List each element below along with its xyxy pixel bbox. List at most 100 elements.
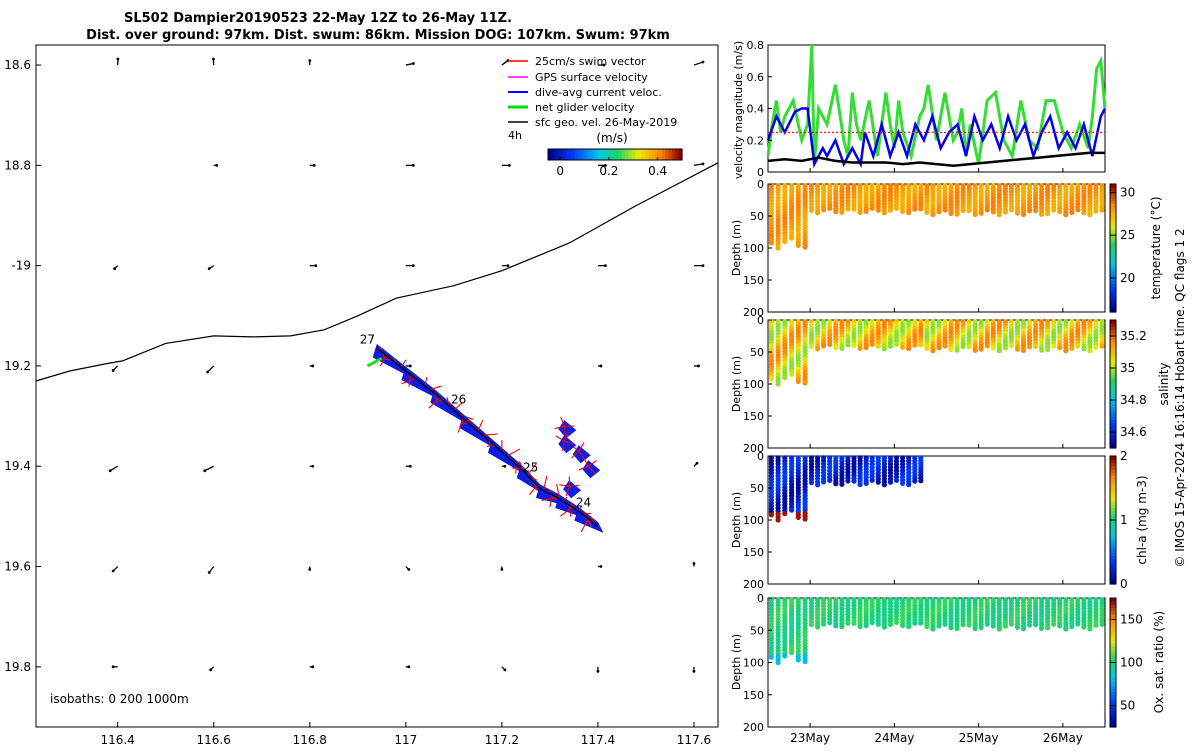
section-dot bbox=[870, 620, 875, 625]
map-y-tick-label: 19.4 bbox=[4, 459, 31, 473]
section-dot bbox=[1075, 621, 1080, 626]
section-dot bbox=[827, 478, 832, 483]
section-colorbar-tick-label: 34.8 bbox=[1120, 393, 1147, 407]
map-x-tick-label: 117.4 bbox=[581, 733, 615, 747]
section-y-tick-label: 200 bbox=[743, 721, 764, 734]
section-colorbar-tick-label: 50 bbox=[1120, 699, 1135, 713]
geo-vector-head bbox=[112, 369, 115, 372]
section-dot bbox=[827, 620, 832, 625]
section-dot bbox=[1045, 347, 1050, 352]
section-y-tick-label: 0 bbox=[757, 178, 764, 191]
geo-vector-head bbox=[209, 668, 212, 671]
geo-vector-head bbox=[308, 568, 311, 571]
section-dot bbox=[1069, 624, 1074, 629]
section-dot bbox=[809, 208, 814, 213]
day-label: 24 bbox=[576, 495, 591, 509]
legend-scale-label: 4h bbox=[508, 129, 522, 142]
section-dot bbox=[1003, 624, 1008, 629]
section-dot bbox=[918, 342, 923, 347]
section-dot bbox=[1057, 623, 1062, 628]
velocity-y-tick-label: 0.2 bbox=[747, 134, 765, 147]
geo-vector-head bbox=[311, 365, 314, 368]
section-y-tick-label: 100 bbox=[743, 378, 764, 391]
section-colorbar-swatch bbox=[1110, 184, 1116, 188]
geo-vector-head bbox=[313, 164, 316, 167]
section-dot bbox=[1075, 207, 1080, 212]
section-dot bbox=[888, 208, 893, 213]
section-colorbar-tick-label: 1 bbox=[1120, 513, 1128, 527]
section-dot bbox=[1063, 626, 1068, 631]
time-tick-label: 26May bbox=[1043, 731, 1083, 745]
section-dot bbox=[948, 347, 953, 352]
section-dot bbox=[1033, 622, 1038, 627]
section-dot bbox=[924, 346, 929, 351]
section-colorbar-tick-label: 2 bbox=[1120, 449, 1128, 463]
section-dot bbox=[864, 623, 869, 628]
section-dot bbox=[894, 620, 899, 625]
section-colorbar-tick-label: 30 bbox=[1120, 186, 1135, 200]
section-dot bbox=[1069, 346, 1074, 351]
map-y-tick-label: 19.6 bbox=[4, 560, 31, 574]
section-dot bbox=[1033, 344, 1038, 349]
section-dot bbox=[961, 622, 966, 627]
geo-vector-head bbox=[412, 62, 415, 65]
section-dot bbox=[1033, 208, 1038, 213]
geo-vector-head bbox=[604, 264, 607, 267]
geo-vector-head bbox=[693, 670, 696, 673]
section-dot bbox=[1015, 211, 1020, 216]
section-dot bbox=[839, 482, 844, 487]
geo-vector-head bbox=[500, 568, 503, 571]
section-dot bbox=[803, 244, 808, 249]
section-dot bbox=[1099, 344, 1104, 349]
legend-net-label: net glider velocity bbox=[535, 101, 635, 114]
section-dot bbox=[876, 344, 881, 349]
section-colorbar-tick-label: 25 bbox=[1120, 228, 1135, 242]
temperature-ylabel: Depth (m) bbox=[730, 220, 743, 276]
geo-vector-head bbox=[109, 469, 112, 472]
section-dot bbox=[1063, 212, 1068, 217]
section-dot bbox=[1081, 346, 1086, 351]
section-dot bbox=[882, 210, 887, 215]
map-y-tick-label: 18.8 bbox=[4, 158, 31, 172]
section-dot bbox=[782, 239, 787, 244]
salinity-ylabel: Depth (m) bbox=[730, 356, 743, 412]
section-dot bbox=[912, 621, 917, 626]
section-dot bbox=[930, 212, 935, 217]
section-dot bbox=[815, 210, 820, 215]
section-dot bbox=[809, 480, 814, 485]
section-dot bbox=[985, 622, 990, 627]
map-x-tick-label: 117.6 bbox=[677, 733, 711, 747]
chl-cbar-label: chl-a (mg m-3) bbox=[1135, 475, 1149, 564]
section-dot bbox=[876, 622, 881, 627]
section-dot bbox=[864, 345, 869, 350]
section-dot bbox=[997, 212, 1002, 217]
section-dot bbox=[821, 622, 826, 627]
geo-vector-head bbox=[208, 571, 211, 574]
section-dot bbox=[833, 481, 838, 486]
section-dot bbox=[967, 208, 972, 213]
section-dot bbox=[1087, 626, 1092, 631]
geo-vector-head bbox=[311, 665, 314, 668]
section-dot bbox=[924, 210, 929, 215]
section-dot bbox=[979, 211, 984, 216]
section-dot bbox=[776, 245, 781, 250]
section-dot bbox=[912, 343, 917, 348]
section-dot bbox=[1087, 212, 1092, 217]
section-dot bbox=[769, 376, 774, 381]
geo-vector-head bbox=[702, 264, 705, 267]
section-dot bbox=[955, 212, 960, 217]
day-label: 27 bbox=[360, 332, 375, 346]
section-dot bbox=[1027, 344, 1032, 349]
section-dot bbox=[912, 479, 917, 484]
section-dot bbox=[851, 479, 856, 484]
section-dot bbox=[888, 344, 893, 349]
geo-vector-head bbox=[503, 465, 506, 468]
geo-vector-head bbox=[215, 164, 218, 167]
section-y-tick-label: 100 bbox=[743, 514, 764, 527]
section-y-tick-label: 50 bbox=[750, 482, 764, 495]
map-x-tick-label: 117 bbox=[394, 733, 417, 747]
section-dot bbox=[1075, 343, 1080, 348]
